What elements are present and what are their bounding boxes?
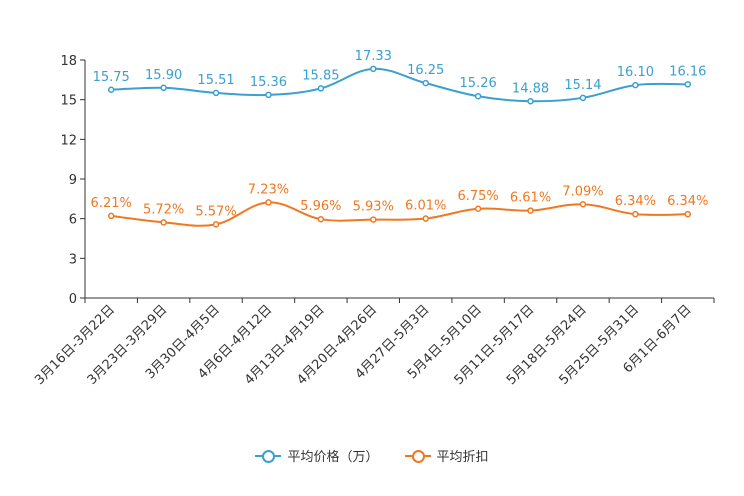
- data-label-avg-discount: 5.93%: [353, 200, 394, 215]
- legend-item-avg-discount[interactable]: 平均折扣: [404, 446, 489, 465]
- data-label-avg-discount: 6.34%: [615, 194, 656, 209]
- data-label-avg-price: 15.75: [93, 70, 130, 85]
- series-line-avg-discount: [111, 201, 688, 227]
- legend-label-avg-price: 平均价格（万）: [287, 450, 379, 465]
- y-tick-label: 12: [60, 133, 77, 148]
- data-point-avg-price: [370, 65, 377, 73]
- data-label-avg-discount: 7.23%: [248, 182, 289, 197]
- data-point-avg-discount: [422, 215, 429, 222]
- data-point-avg-discount: [212, 221, 220, 228]
- data-point-avg-discount: [632, 210, 639, 218]
- series-line-avg-price: [111, 67, 688, 103]
- y-tick-label: 0: [69, 292, 77, 307]
- y-tick-label: 6: [69, 213, 77, 228]
- data-point-avg-discount: [265, 199, 272, 206]
- data-label-avg-discount: 6.61%: [510, 191, 551, 206]
- data-point-avg-price: [160, 84, 167, 92]
- data-labels: 15.75 15.90 15.51 15.36 15.85 17.33 16.25 15.26…: [91, 49, 709, 219]
- y-tick-label: 9: [69, 173, 77, 188]
- data-label-avg-discount: 6.34%: [667, 194, 708, 209]
- data-label-avg-price: 16.16: [669, 64, 706, 79]
- data-point-avg-discount: [579, 201, 587, 208]
- data-point-avg-discount: [527, 207, 534, 214]
- data-point-avg-price: [107, 86, 115, 93]
- data-label-avg-discount: 6.21%: [91, 196, 132, 211]
- data-label-avg-discount: 6.01%: [405, 199, 446, 214]
- data-label-avg-price: 15.90: [145, 68, 182, 83]
- data-point-avg-price: [579, 94, 587, 102]
- data-point-avg-price: [265, 91, 272, 99]
- data-point-avg-discount: [317, 215, 325, 223]
- data-point-avg-discount: [474, 205, 482, 212]
- data-label-avg-price: 15.26: [460, 76, 497, 91]
- data-label-avg-discount: 5.57%: [195, 204, 236, 219]
- data-label-avg-price: 14.88: [512, 81, 549, 96]
- data-point-avg-price: [527, 98, 534, 105]
- data-label-avg-price: 15.51: [197, 73, 234, 88]
- data-point-avg-price: [474, 92, 482, 100]
- y-tick-label: 3: [69, 252, 77, 267]
- data-point-avg-price: [632, 81, 639, 89]
- data-label-avg-discount: 5.72%: [143, 202, 184, 217]
- data-point-avg-discount: [684, 210, 692, 218]
- legend-marker-avg-discount-icon: [404, 449, 431, 463]
- data-point-avg-price: [422, 79, 429, 87]
- data-label-avg-price: 16.10: [617, 65, 654, 80]
- y-tick-label: 15: [60, 94, 77, 109]
- data-point-avg-price: [684, 81, 692, 88]
- data-label-avg-price: 15.14: [564, 78, 601, 93]
- data-label-avg-price: 15.36: [250, 75, 287, 90]
- data-label-avg-discount: 5.96%: [300, 199, 341, 214]
- data-label-avg-discount: 7.09%: [562, 184, 603, 199]
- data-point-avg-discount: [107, 212, 115, 220]
- legend-marker-avg-price-icon: [255, 449, 282, 463]
- data-label-avg-price: 16.25: [407, 63, 444, 78]
- legend-label-avg-discount: 平均折扣: [436, 450, 489, 465]
- data-point-avg-discount: [370, 216, 377, 223]
- data-label-avg-price: 15.85: [302, 68, 339, 83]
- data-point-avg-price: [212, 89, 220, 97]
- data-label-avg-price: 17.33: [355, 49, 392, 64]
- data-label-avg-discount: 6.75%: [457, 189, 498, 204]
- legend: 平均价格（万） 平均折扣: [0, 446, 744, 465]
- legend-item-avg-price[interactable]: 平均价格（万）: [255, 446, 379, 465]
- y-tick-label: 18: [60, 54, 77, 69]
- line-chart: 03691215183月16日-3月22日3月23日-3月29日3月30日-4月…: [32, 49, 715, 388]
- series-layer: [107, 65, 692, 228]
- data-point-avg-price: [317, 85, 325, 92]
- data-point-avg-discount: [160, 219, 167, 226]
